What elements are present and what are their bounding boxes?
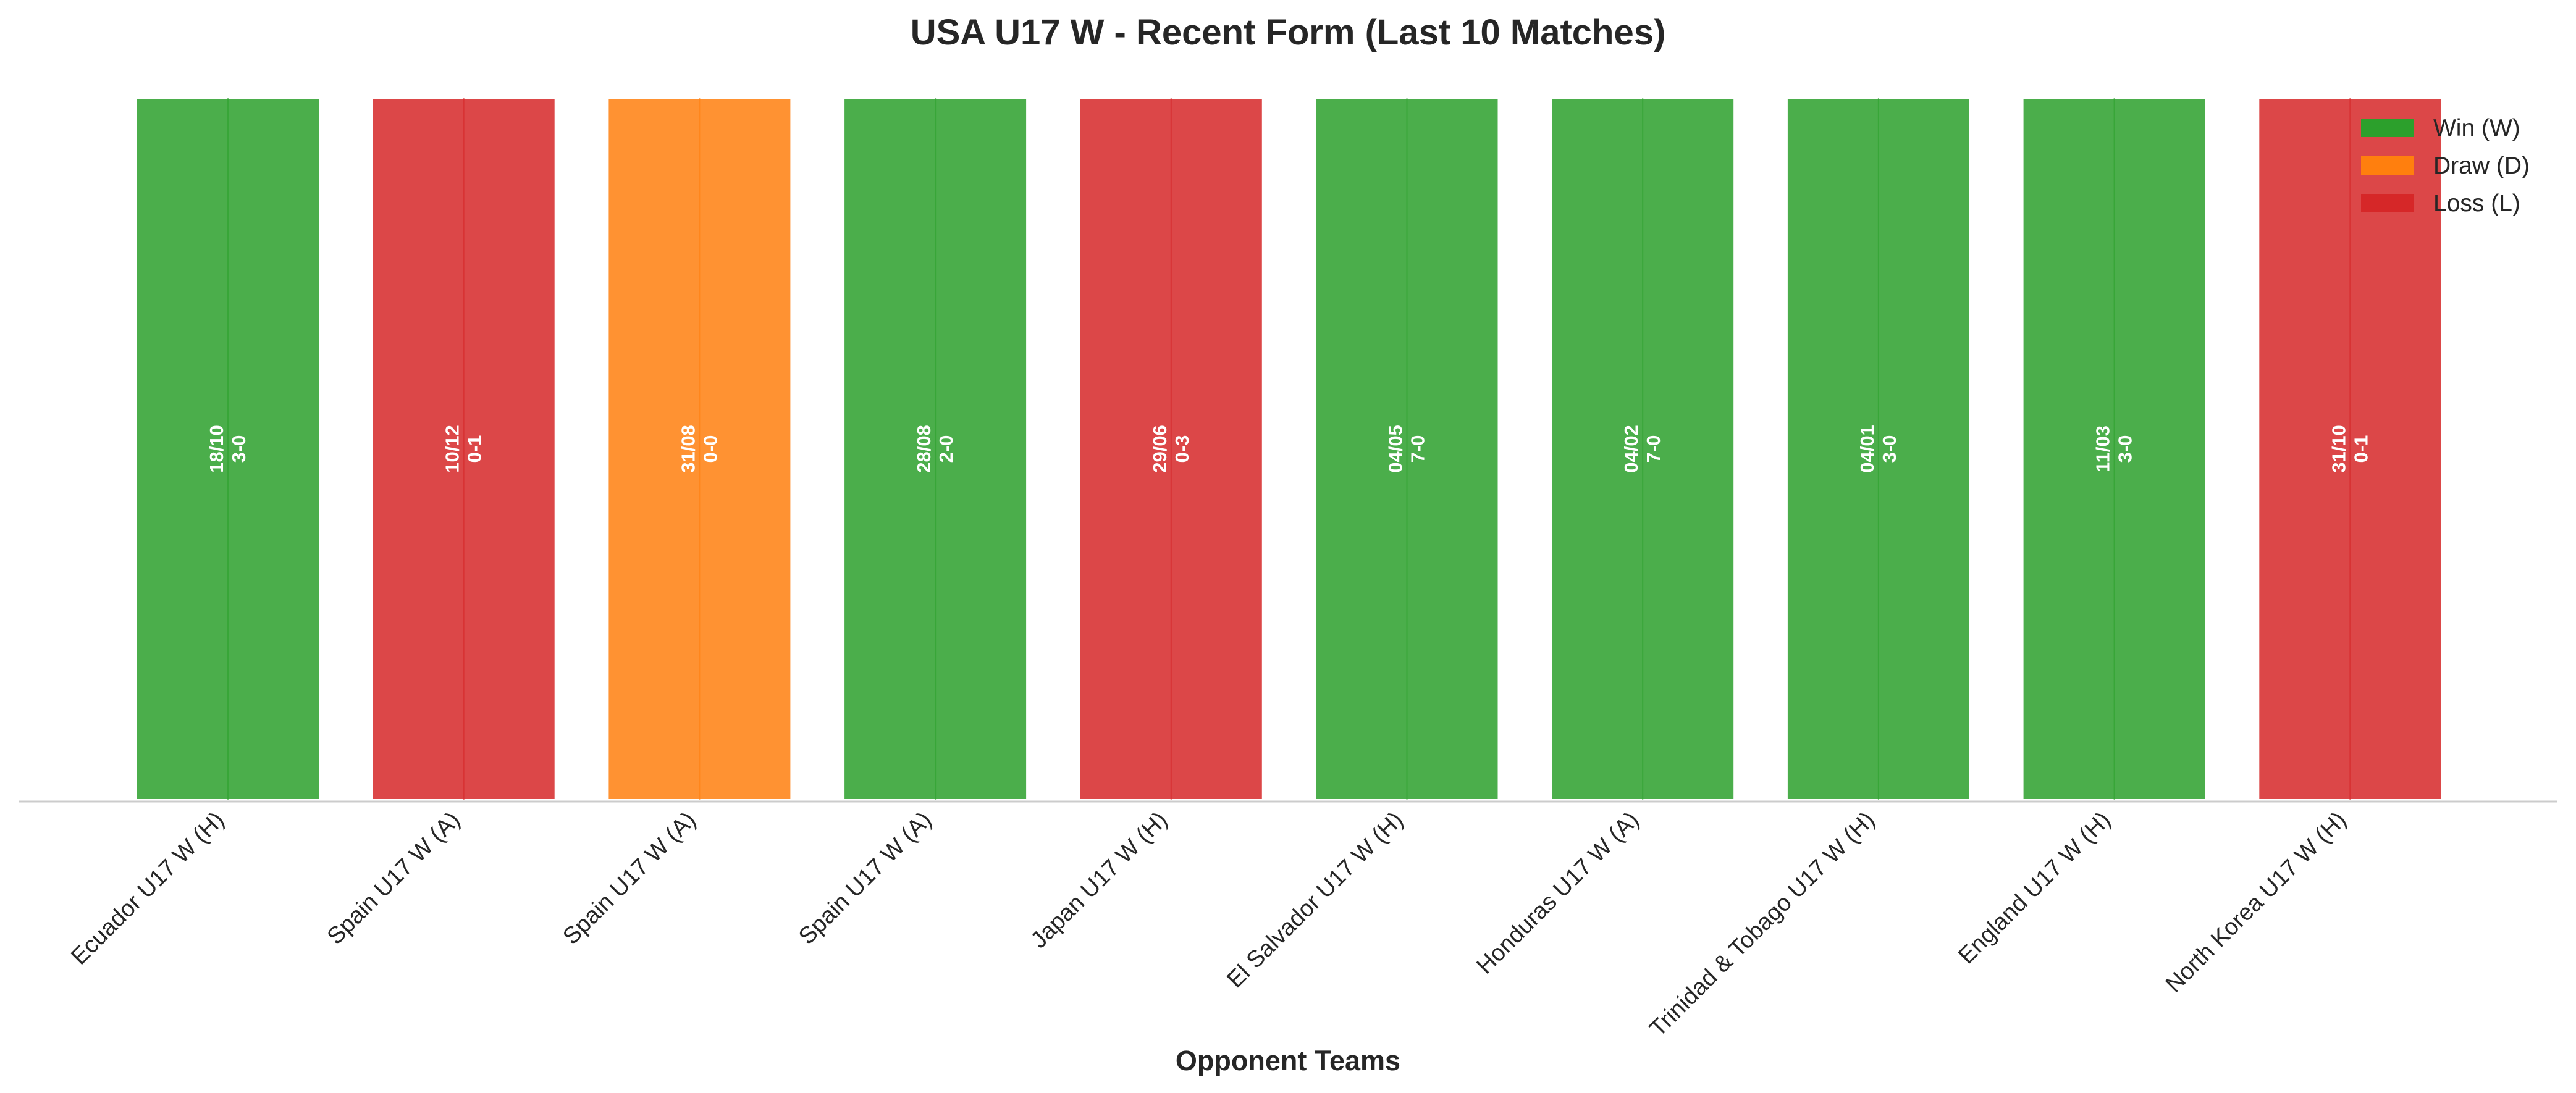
bar-date-label: 04/01 <box>1856 425 1878 473</box>
legend: Win (W) Draw (D) Loss (L) <box>2361 115 2530 217</box>
bar-score-label: 0-1 <box>464 435 486 463</box>
bar-score-label: 0-1 <box>2350 435 2372 463</box>
bar-date-label: 31/10 <box>2328 425 2349 473</box>
x-tick-label: Japan U17 W (H) <box>1026 807 1172 953</box>
bar-data-label: 18/103-0 <box>206 425 250 473</box>
x-tick-label: Spain U17 W (A) <box>322 807 465 950</box>
x-tick-label: Ecuador U17 W (H) <box>66 807 229 970</box>
bar-date-label: 04/02 <box>1620 425 1642 473</box>
x-tick-label: England U17 W (H) <box>1953 807 2116 969</box>
bar-score-label: 2-0 <box>935 435 957 463</box>
legend-swatch-D <box>2361 156 2414 175</box>
x-tick-label: Trinidad & Tobago U17 W (H) <box>1645 807 1880 1042</box>
bar-data-label: 29/060-3 <box>1149 425 1193 473</box>
bar-score-label: 3-0 <box>228 435 250 463</box>
bar-data-label: 31/080-0 <box>677 425 721 473</box>
x-tick-label: Spain U17 W (A) <box>794 807 937 950</box>
bar-date-label: 10/12 <box>442 425 463 473</box>
bar-score-label: 0-3 <box>1171 435 1193 463</box>
legend-label-D: Draw (D) <box>2433 153 2530 179</box>
bar-score-label: 7-0 <box>1643 435 1664 463</box>
bar-date-label: 29/06 <box>1149 425 1171 473</box>
legend-label-L: Loss (L) <box>2433 190 2520 217</box>
x-tick-label: El Salvador U17 W (H) <box>1222 807 1408 993</box>
bar-data-label: 11/033-0 <box>2092 425 2136 472</box>
bar-date-label: 11/03 <box>2092 425 2114 472</box>
bar-date-label: 28/08 <box>913 425 935 473</box>
bar-data-label: 04/027-0 <box>1620 425 1664 473</box>
bars-layer: 18/103-0 10/120-1 31/080-0 28/082-0 29/060-3… <box>135 96 2444 802</box>
x-tick-label: Honduras U17 W (A) <box>1471 807 1644 979</box>
bar-date-label: 31/08 <box>677 425 699 473</box>
legend-label-W: Win (W) <box>2433 115 2520 141</box>
bar-data-label: 04/057-0 <box>1385 425 1429 473</box>
bar-data-label: 04/013-0 <box>1856 425 1900 473</box>
legend-swatch-W <box>2361 119 2414 137</box>
bar-score-label: 7-0 <box>1407 435 1429 463</box>
x-tick-label: Spain U17 W (A) <box>558 807 701 950</box>
bar-score-label: 3-0 <box>1879 435 1900 463</box>
bar-data-label: 28/082-0 <box>913 425 957 473</box>
chart-title: USA U17 W - Recent Form (Last 10 Matches… <box>911 12 1666 52</box>
x-axis-label: Opponent Teams <box>1176 1045 1400 1076</box>
bar-data-label: 31/100-1 <box>2328 425 2372 473</box>
bar-score-label: 3-0 <box>2115 435 2136 463</box>
bar-data-label: 10/120-1 <box>442 425 486 473</box>
legend-swatch-L <box>2361 194 2414 212</box>
bar-date-label: 04/05 <box>1385 425 1407 473</box>
bar-date-label: 18/10 <box>206 425 227 473</box>
x-tick-label: North Korea U17 W (H) <box>2161 807 2352 998</box>
bar-score-label: 0-0 <box>699 435 721 463</box>
x-tick-labels: Ecuador U17 W (H) Spain U17 W (A) Spain U1… <box>66 807 2351 1042</box>
